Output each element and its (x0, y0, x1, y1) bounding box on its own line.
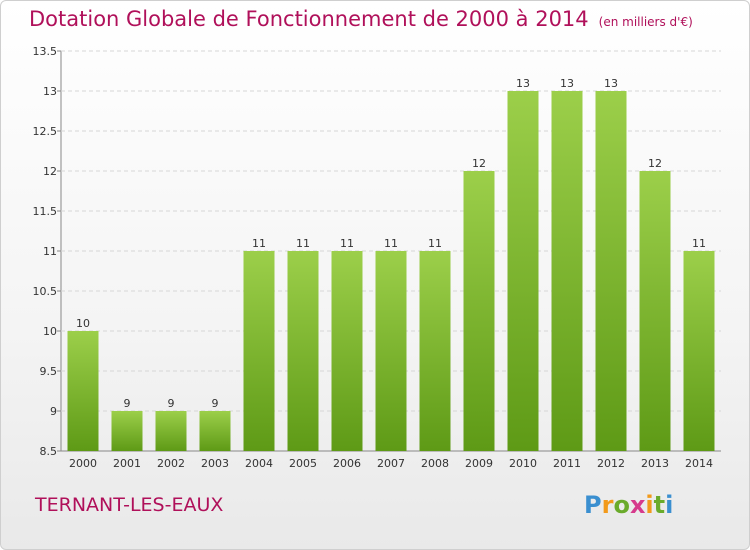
x-axis: 2000 2001 2002 2003 2004 2005 2006 2007 2008 2009… (69, 457, 713, 470)
x-tick-label-2012: 2012 (597, 457, 625, 470)
bar-2003[interactable] (199, 411, 231, 451)
x-tick-label-2003: 2003 (201, 457, 229, 470)
chart-title: Dotation Globale de Fonctionnement de 20… (29, 7, 693, 31)
x-tick-label-2002: 2002 (157, 457, 185, 470)
value-label-2005: 11 (296, 237, 310, 250)
y-tick-label: 13.5 (33, 45, 58, 58)
value-label-2012: 13 (604, 77, 618, 90)
y-tick-label: 9 (50, 405, 57, 418)
x-tick-label-2013: 2013 (641, 457, 669, 470)
value-label-2007: 11 (384, 237, 398, 250)
x-tick-label-2000: 2000 (69, 457, 97, 470)
bar-2000[interactable] (67, 331, 99, 451)
x-tick-label-2005: 2005 (289, 457, 317, 470)
value-label-2010: 13 (516, 77, 530, 90)
bar-2013[interactable] (639, 171, 671, 451)
x-tick-label-2004: 2004 (245, 457, 273, 470)
bar-2009[interactable] (463, 171, 495, 451)
value-label-2003: 9 (212, 397, 219, 410)
y-tick-label: 9.5 (40, 365, 58, 378)
value-label-2011: 13 (560, 77, 574, 90)
x-tick-label-2014: 2014 (685, 457, 713, 470)
x-tick-label-2010: 2010 (509, 457, 537, 470)
bar-2008[interactable] (419, 251, 451, 451)
commune-name: TERNANT-LES-EAUX (35, 494, 224, 516)
value-label-2013: 12 (648, 157, 662, 170)
x-tick-label-2007: 2007 (377, 457, 405, 470)
bar-2010[interactable] (507, 91, 539, 451)
y-tick-label: 12.5 (33, 125, 58, 138)
y-tick-label: 10.5 (33, 285, 58, 298)
bar-2011[interactable] (551, 91, 583, 451)
value-label-2000: 10 (76, 317, 90, 330)
bar-2002[interactable] (155, 411, 187, 451)
x-tick-label-2009: 2009 (465, 457, 493, 470)
bar-2001[interactable] (111, 411, 143, 451)
x-tick-label-2006: 2006 (333, 457, 361, 470)
value-label-2014: 11 (692, 237, 706, 250)
y-tick-label: 12 (43, 165, 57, 178)
value-label-2006: 11 (340, 237, 354, 250)
y-tick-label: 11.5 (33, 205, 58, 218)
chart-title-text: Dotation Globale de Fonctionnement de 20… (29, 7, 589, 31)
value-label-2008: 11 (428, 237, 442, 250)
x-tick-label-2001: 2001 (113, 457, 141, 470)
proxiti-logo[interactable]: Proxiti (584, 491, 674, 519)
value-label-2002: 9 (168, 397, 175, 410)
bar-2005[interactable] (287, 251, 319, 451)
chart-subtitle: (en milliers d'€) (598, 15, 693, 29)
bars: 10 9 9 9 11 11 11 11 11 12 13 13 13 12 11 (67, 77, 715, 451)
value-label-2009: 12 (472, 157, 486, 170)
y-tick-label: 10 (43, 325, 57, 338)
bar-2006[interactable] (331, 251, 363, 451)
bar-2012[interactable] (595, 91, 627, 451)
y-tick-label: 13 (43, 85, 57, 98)
y-tick-label: 11 (43, 245, 57, 258)
x-tick-label-2011: 2011 (553, 457, 581, 470)
bar-2014[interactable] (683, 251, 715, 451)
y-tick-label: 8.5 (40, 445, 58, 458)
value-label-2004: 11 (252, 237, 266, 250)
value-label-2001: 9 (124, 397, 131, 410)
x-tick-label-2008: 2008 (421, 457, 449, 470)
y-axis: 8.5 9 9.5 10 10.5 11 11.5 12 12.5 13 13.5 (33, 45, 61, 458)
bar-2007[interactable] (375, 251, 407, 451)
bar-2004[interactable] (243, 251, 275, 451)
